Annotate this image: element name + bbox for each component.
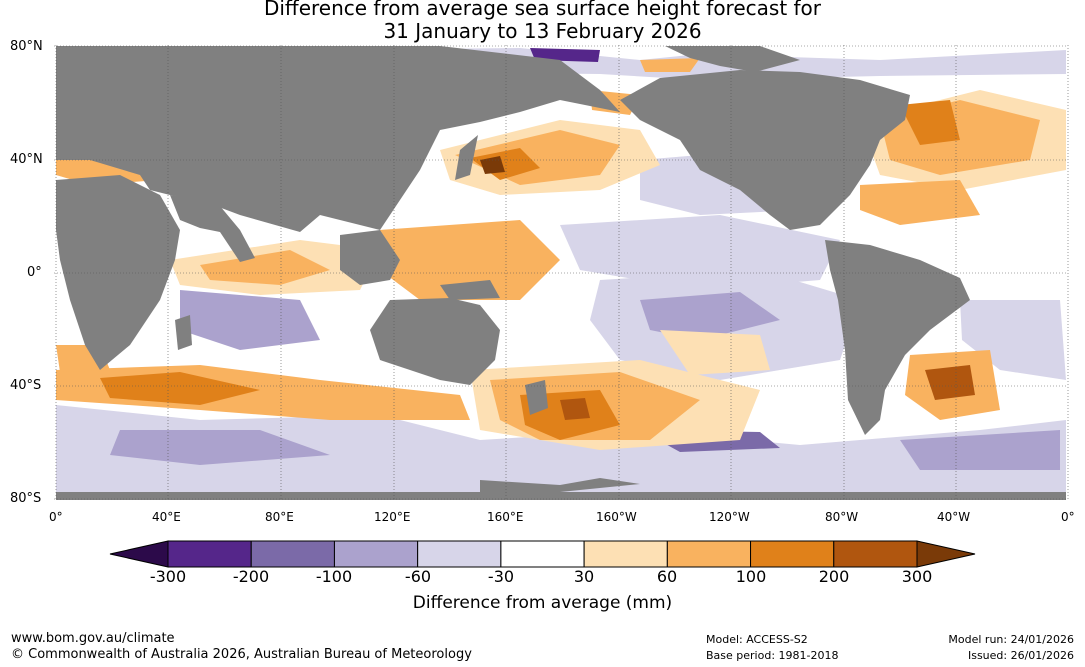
lat-label-80n: 80°N bbox=[10, 39, 43, 54]
footer-model-run: Model run: 24/01/2026 bbox=[948, 633, 1074, 646]
colorbar-label: Difference from average (mm) bbox=[0, 593, 1085, 613]
lat-label-0: 0° bbox=[27, 265, 42, 280]
lon-label-0-right: 0° bbox=[1061, 510, 1075, 524]
colorbar-swatch bbox=[501, 541, 584, 567]
tasman-sea-dark-core bbox=[560, 398, 590, 420]
lon-label-160e: 160°E bbox=[487, 510, 524, 524]
madagascar bbox=[175, 315, 192, 350]
colorbar-swatch-above-max bbox=[917, 541, 975, 567]
lon-label-80e: 80°E bbox=[265, 510, 294, 524]
colorbar-swatch bbox=[667, 541, 750, 567]
colorbar-tick-60: 60 bbox=[657, 567, 677, 586]
footer-base-period: Base period: 1981-2018 bbox=[706, 649, 838, 662]
colorbar-tick-100: 100 bbox=[736, 567, 767, 586]
colorbar-swatches bbox=[110, 541, 975, 567]
lon-label-40w: 40°W bbox=[937, 510, 970, 524]
colorbar-swatch bbox=[834, 541, 917, 567]
lon-label-160w: 160°W bbox=[596, 510, 637, 524]
lon-label-40e: 40°E bbox=[152, 510, 181, 524]
colorbar-tick-minus300: -300 bbox=[150, 567, 186, 586]
lat-label-40n: 40°N bbox=[10, 152, 43, 167]
colorbar-tick-300: 300 bbox=[902, 567, 933, 586]
colorbar-tick-minus30: -30 bbox=[488, 567, 514, 586]
lon-label-0: 0° bbox=[49, 510, 63, 524]
lat-label-80s: 80°S bbox=[10, 491, 41, 506]
lon-label-120e: 120°E bbox=[374, 510, 411, 524]
lat-label-40s: 40°S bbox=[10, 378, 41, 393]
footer-model: Model: ACCESS-S2 bbox=[706, 633, 808, 646]
colorbar-swatch bbox=[334, 541, 417, 567]
colorbar-swatch bbox=[251, 541, 334, 567]
colorbar-tick-minus200: -200 bbox=[233, 567, 269, 586]
colorbar-swatch bbox=[168, 541, 251, 567]
colorbar-swatch bbox=[418, 541, 501, 567]
colorbar-tick-minus60: -60 bbox=[405, 567, 431, 586]
lon-label-120w: 120°W bbox=[709, 510, 750, 524]
sea-surface-height-map bbox=[0, 0, 1085, 530]
colorbar-swatch bbox=[751, 541, 834, 567]
footer-website: www.bom.gov.au/climate bbox=[11, 631, 175, 646]
colorbar-tick-minus100: -100 bbox=[316, 567, 352, 586]
colorbar-tick-200: 200 bbox=[819, 567, 850, 586]
colorbar-tick-30: 30 bbox=[574, 567, 594, 586]
gulf-alaska-orange bbox=[640, 58, 700, 72]
footer-copyright: © Commonwealth of Australia 2026, Austra… bbox=[11, 647, 472, 662]
footer-issued: Issued: 26/01/2026 bbox=[968, 649, 1074, 662]
colorbar-swatch-below-min bbox=[110, 541, 168, 567]
colorbar-swatch bbox=[584, 541, 667, 567]
lon-label-80w: 80°W bbox=[825, 510, 858, 524]
